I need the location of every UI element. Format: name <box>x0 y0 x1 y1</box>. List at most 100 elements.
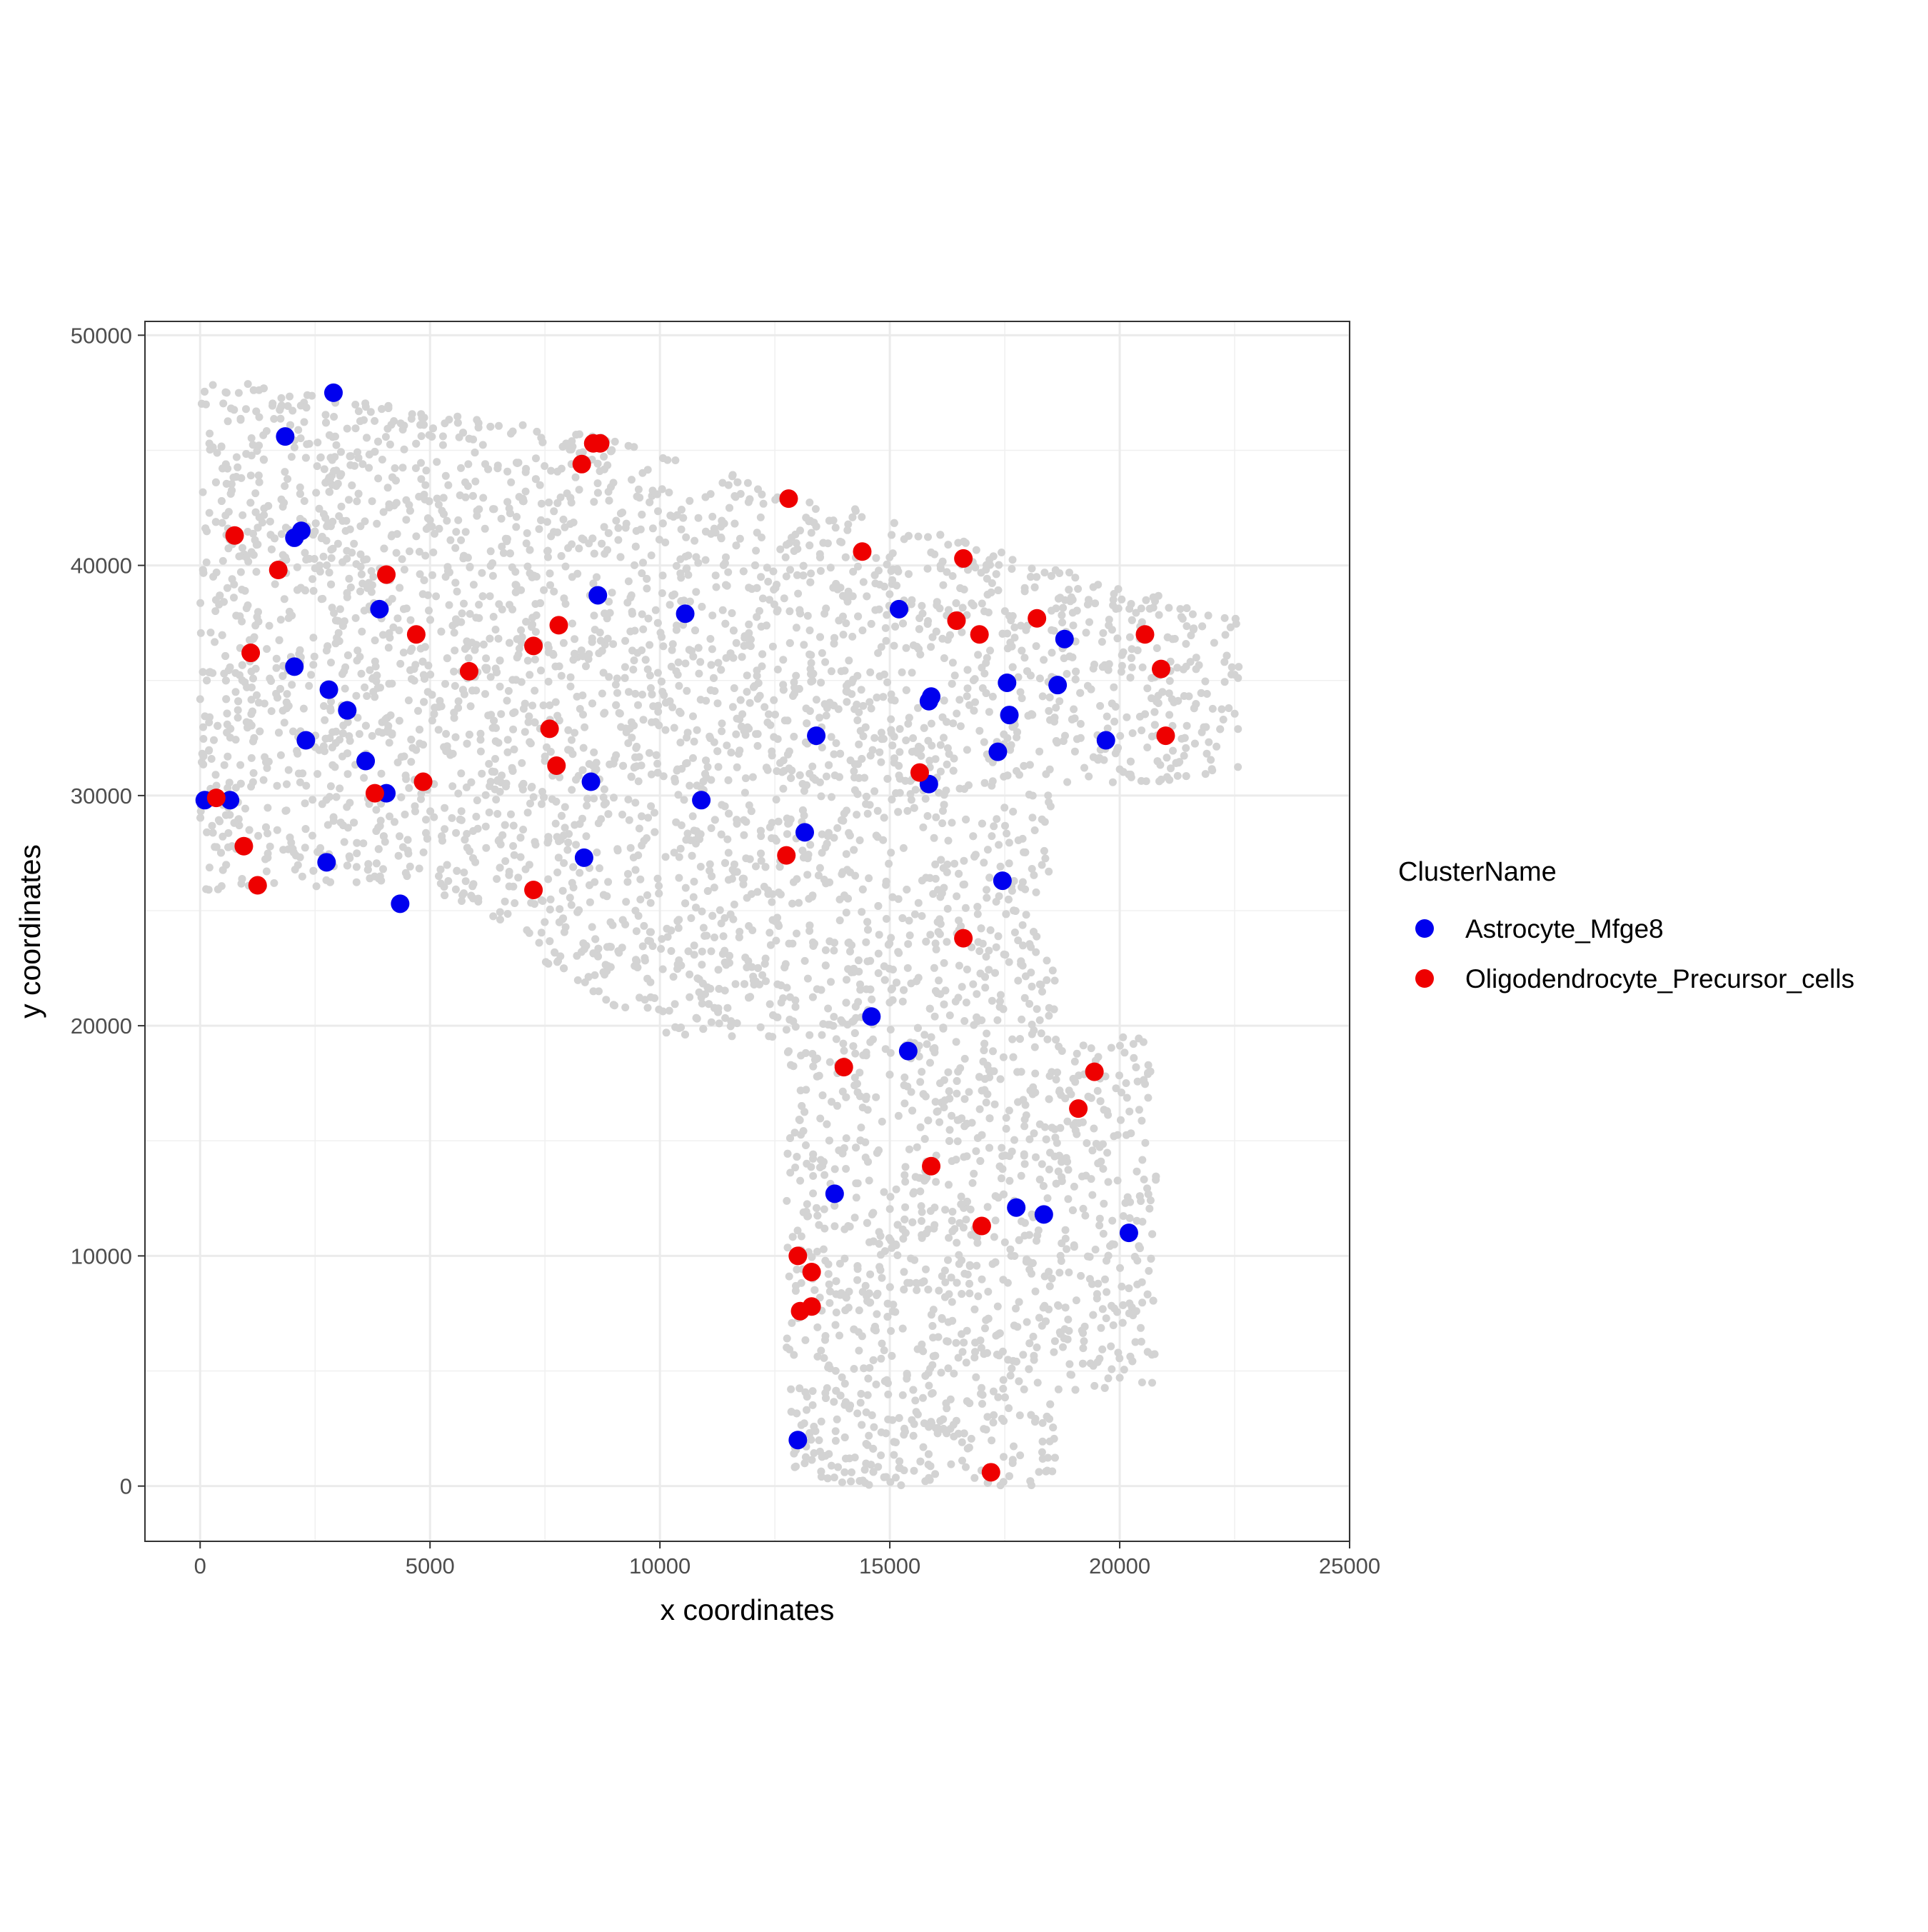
background-cell-point <box>1208 765 1216 773</box>
background-cell-point <box>745 495 753 503</box>
background-cell-point <box>729 471 737 479</box>
background-cell-point <box>691 738 698 746</box>
background-cell-point <box>783 1026 790 1033</box>
background-cell-point <box>898 669 906 676</box>
background-cell-point <box>929 1045 937 1053</box>
background-cell-point <box>1074 585 1082 593</box>
background-cell-point <box>1109 779 1117 786</box>
background-cell-point <box>766 721 774 729</box>
background-cell-point <box>882 624 890 632</box>
background-cell-point <box>522 465 530 473</box>
background-cell-point <box>880 735 888 743</box>
background-cell-point <box>854 1088 862 1096</box>
background-cell-point <box>523 529 531 537</box>
background-cell-point <box>870 734 878 742</box>
background-cell-point <box>723 1004 731 1012</box>
background-cell-point <box>801 957 809 965</box>
background-cell-point <box>1232 615 1240 623</box>
background-cell-point <box>887 716 895 724</box>
background-cell-point <box>845 939 853 946</box>
background-cell-point <box>1221 678 1229 686</box>
background-cell-point <box>885 590 893 598</box>
background-cell-point <box>973 1262 980 1270</box>
background-cell-point <box>983 886 990 894</box>
background-cell-point <box>938 1315 946 1323</box>
background-cell-point <box>576 869 583 877</box>
background-cell-point <box>744 479 752 487</box>
background-cell-point <box>809 1401 817 1409</box>
background-cell-point <box>1048 1123 1056 1131</box>
background-cell-point <box>936 930 944 938</box>
background-cell-point <box>974 651 982 659</box>
background-cell-point <box>583 795 591 803</box>
background-cell-point <box>631 907 639 915</box>
background-cell-point <box>823 1121 830 1128</box>
background-cell-point <box>751 561 759 569</box>
background-cell-point <box>397 419 405 427</box>
background-cell-point <box>431 710 438 718</box>
background-cell-point <box>785 1273 793 1281</box>
background-cell-point <box>526 546 534 554</box>
background-cell-point <box>610 794 618 801</box>
background-cell-point <box>1050 1006 1058 1013</box>
background-cell-point <box>517 854 525 861</box>
background-cell-point <box>260 776 268 784</box>
background-cell-point <box>913 643 921 651</box>
background-cell-point <box>1010 1443 1018 1451</box>
background-cell-point <box>1098 638 1106 646</box>
background-cell-point <box>429 424 437 432</box>
background-cell-point <box>758 662 766 670</box>
background-cell-point <box>880 1188 888 1196</box>
background-cell-point <box>981 779 989 787</box>
background-cell-point <box>1138 1156 1146 1164</box>
background-cell-point <box>1151 721 1159 729</box>
background-cell-point <box>983 1030 990 1038</box>
background-cell-point <box>809 1387 817 1395</box>
background-cell-point <box>986 646 994 654</box>
background-cell-point <box>1105 1178 1113 1186</box>
background-cell-point <box>677 845 685 853</box>
background-cell-point <box>268 707 276 715</box>
background-cell-point <box>327 454 335 461</box>
background-cell-point <box>300 705 308 713</box>
background-cell-point <box>378 770 386 778</box>
background-cell-point <box>786 566 794 574</box>
background-cell-point <box>662 853 670 861</box>
background-cell-point <box>935 1118 943 1126</box>
background-cell-point <box>905 1146 913 1153</box>
background-cell-point <box>700 778 708 786</box>
background-cell-point <box>602 996 610 1003</box>
background-cell-point <box>1108 1366 1115 1373</box>
background-cell-point <box>560 516 568 524</box>
background-cell-point <box>700 924 708 932</box>
background-cell-point <box>714 1008 722 1016</box>
background-cell-point <box>544 876 552 884</box>
background-cell-point <box>644 814 652 821</box>
background-cell-point <box>730 901 738 909</box>
background-cell-point <box>498 606 506 614</box>
background-cell-point <box>926 931 934 939</box>
background-cell-point <box>673 667 681 675</box>
background-cell-point <box>1054 1301 1062 1309</box>
background-cell-point <box>353 879 361 886</box>
background-cell-point <box>844 521 852 529</box>
background-cell-point <box>735 715 743 723</box>
background-cell-point <box>822 1332 830 1340</box>
background-cell-point <box>888 986 895 993</box>
background-cell-point <box>723 582 731 590</box>
background-cell-point <box>451 544 459 552</box>
background-cell-point <box>480 641 488 649</box>
background-cell-point <box>1135 1035 1143 1043</box>
background-cell-point <box>209 381 217 389</box>
background-cell-point <box>990 1411 998 1419</box>
background-cell-point <box>976 1106 984 1113</box>
background-cell-point <box>812 505 820 513</box>
background-cell-point <box>364 866 372 874</box>
background-cell-point <box>965 1280 973 1288</box>
background-cell-point <box>939 558 947 566</box>
background-cell-point <box>276 636 283 644</box>
background-cell-point <box>286 393 293 401</box>
background-cell-point <box>1120 1366 1128 1373</box>
background-cell-point <box>906 931 914 939</box>
